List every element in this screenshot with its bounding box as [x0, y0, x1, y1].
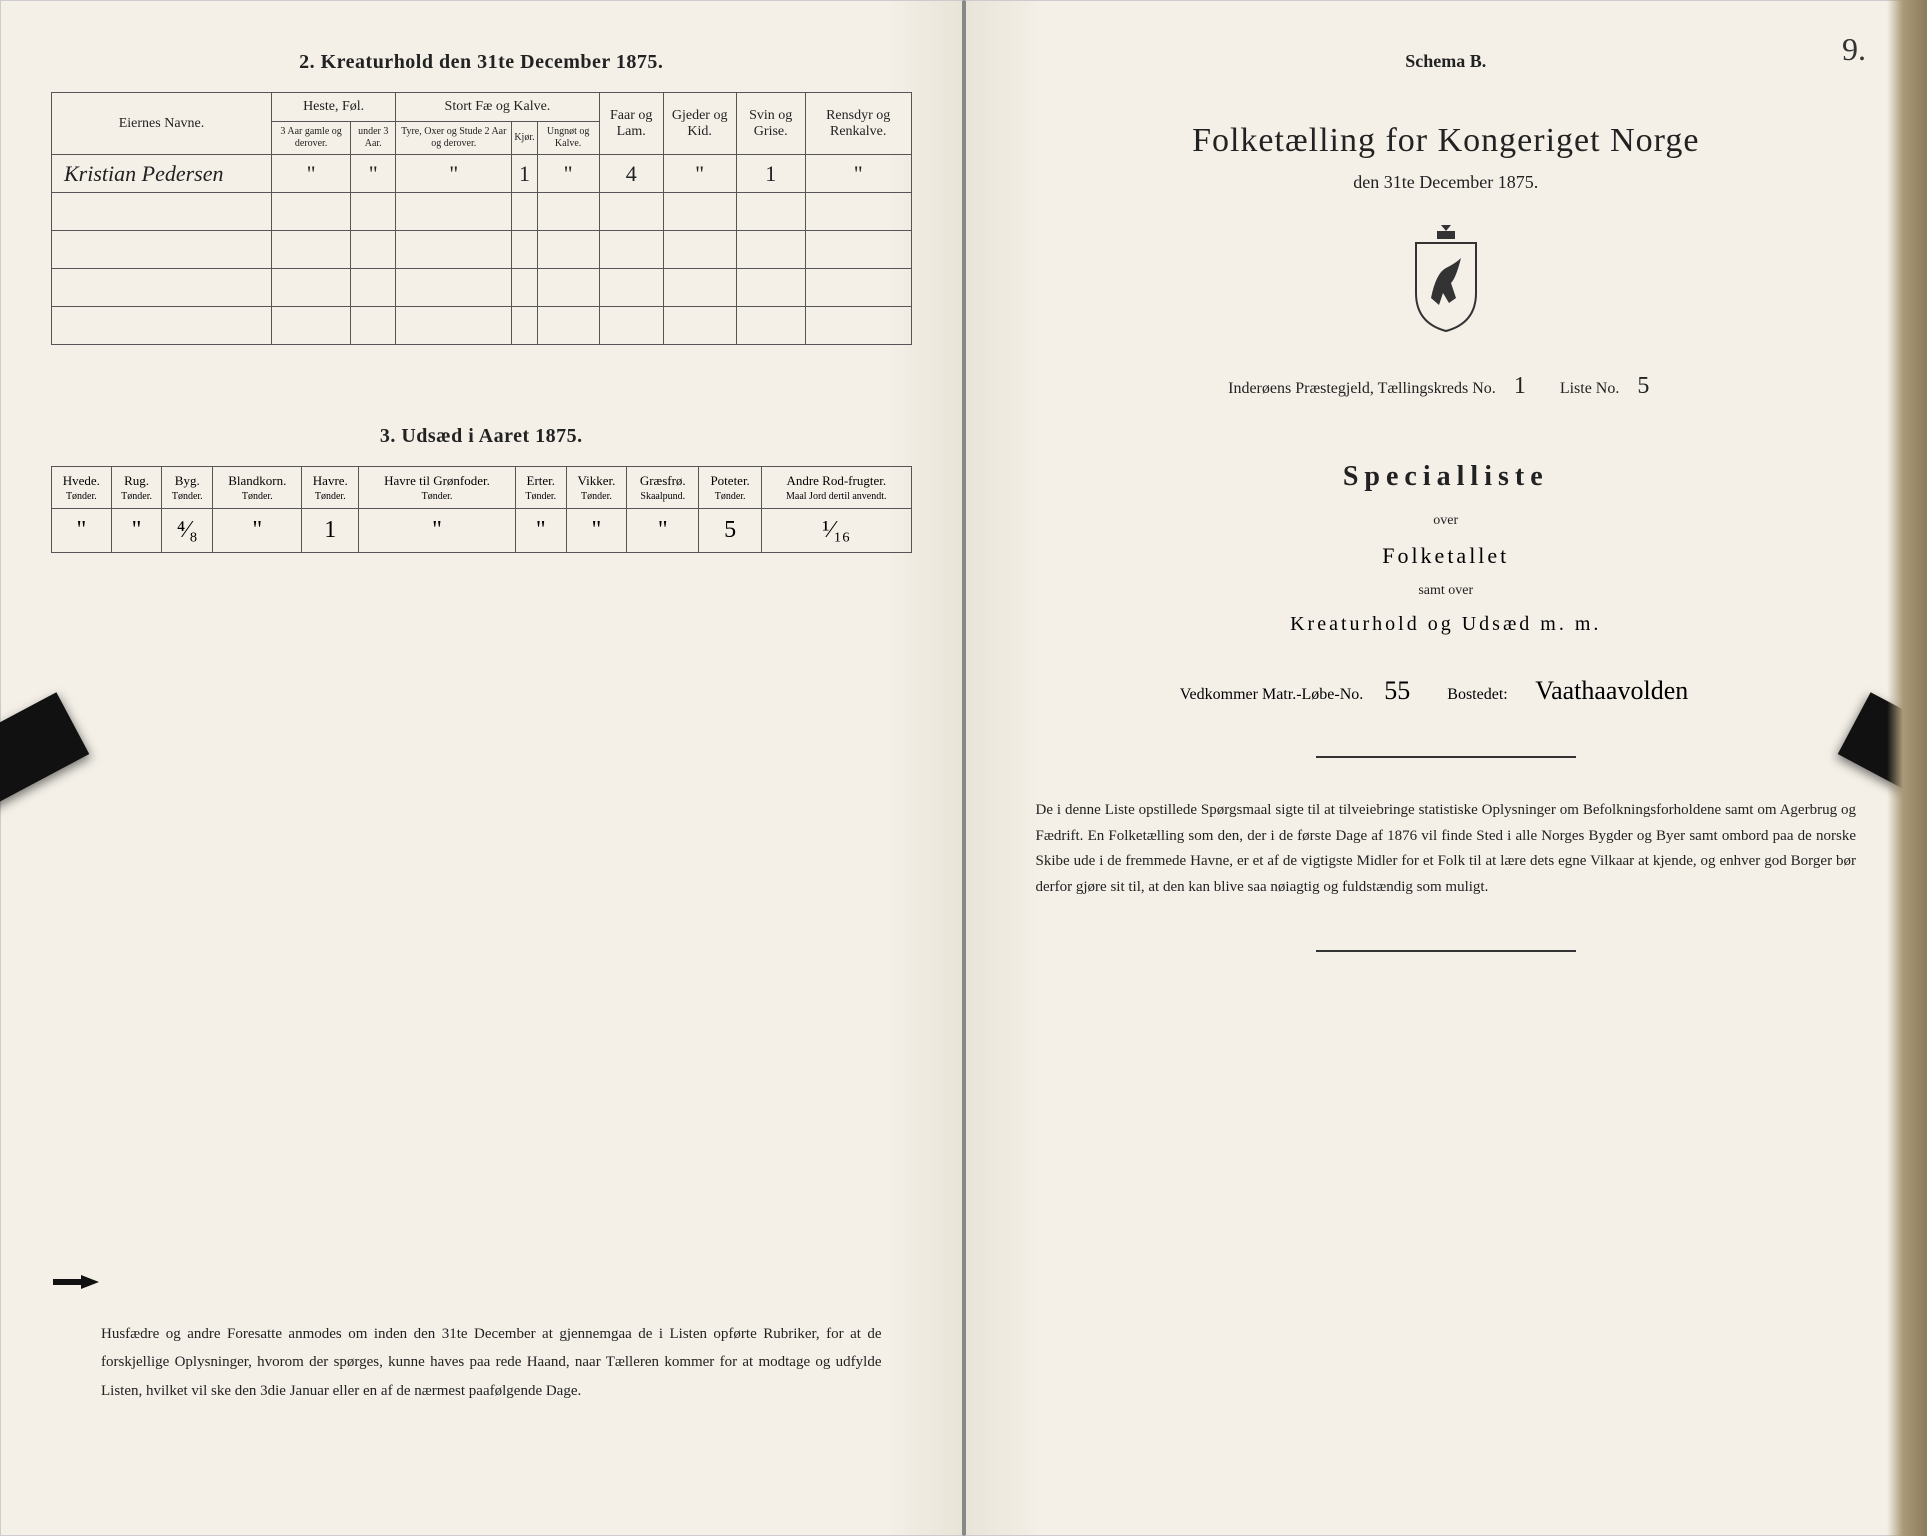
- page-number: 9.: [1842, 31, 1866, 68]
- liste-number: 5: [1623, 373, 1663, 401]
- udsaed-cell: ": [627, 509, 699, 553]
- table-row-empty: [52, 231, 912, 269]
- udsaed-cell: 5: [699, 509, 762, 553]
- cell: 1: [736, 155, 805, 193]
- district-number: 1: [1500, 373, 1540, 401]
- horizontal-rule: [1316, 950, 1576, 952]
- liste-label: Liste No.: [1560, 380, 1620, 397]
- col-group-stort: Stort Fæ og Kalve.: [396, 93, 599, 122]
- sub-stort-a: Tyre, Oxer og Stude 2 Aar og derover.: [396, 122, 512, 155]
- over-label: over: [1016, 513, 1877, 529]
- section2-title: 2. Kreaturhold den 31te December 1875.: [51, 51, 912, 74]
- cell: ": [537, 155, 599, 193]
- col-faar: Faar og Lam.: [599, 93, 663, 155]
- bosted-label: Bostedet:: [1447, 686, 1507, 703]
- archival-clip-left: [0, 692, 89, 820]
- instructions-paragraph: Husfædre og andre Foresatte anmodes om i…: [101, 1320, 882, 1406]
- specialliste-title: Specialliste: [1016, 461, 1877, 493]
- cell: 1: [512, 155, 537, 193]
- district-prefix: Inderøens Præstegjeld, Tællingskreds No.: [1228, 380, 1496, 397]
- sub-heste-a: 3 Aar gamle og derover.: [272, 122, 351, 155]
- horizontal-rule: [1316, 756, 1576, 758]
- udsaed-col-header: Havre.Tønder.: [302, 467, 359, 509]
- col-gjeder: Gjeder og Kid.: [663, 93, 736, 155]
- udsaed-col-header: Rug.Tønder.: [111, 467, 162, 509]
- udsaed-cell: ": [566, 509, 627, 553]
- left-page: 2. Kreaturhold den 31te December 1875. E…: [0, 0, 964, 1536]
- udsaed-col-header: Græsfrø.Skaalpund.: [627, 467, 699, 509]
- samt-over-label: samt over: [1016, 583, 1877, 599]
- owner-name-cell: Kristian Pedersen: [52, 155, 272, 193]
- table-row-empty: [52, 193, 912, 231]
- udsaed-col-header: Blandkorn.Tønder.: [213, 467, 302, 509]
- sub-stort-c: Ungnøt og Kalve.: [537, 122, 599, 155]
- col-rensdyr: Rensdyr og Renkalve.: [805, 93, 911, 155]
- udsaed-cell: ": [52, 509, 112, 553]
- col-group-heste: Heste, Føl.: [272, 93, 396, 122]
- section3-title: 3. Udsæd i Aaret 1875.: [51, 425, 912, 448]
- cell: ": [396, 155, 512, 193]
- udsaed-col-header: Vikker.Tønder.: [566, 467, 627, 509]
- udsaed-cell: ": [515, 509, 566, 553]
- pointing-hand-icon: [51, 1269, 101, 1295]
- folketallet-label: Folketallet: [1016, 543, 1877, 569]
- cell: ": [272, 155, 351, 193]
- table-row: ""⁴⁄₈"1""""5¹⁄₁₆: [52, 509, 912, 553]
- col-eiernes-navne: Eiernes Navne.: [52, 93, 272, 155]
- vedkommer-line: Vedkommer Matr.-Løbe-No. 55 Bostedet: Va…: [1016, 676, 1877, 706]
- udsaed-cell: 1: [302, 509, 359, 553]
- vedkommer-label: Vedkommer Matr.-Løbe-No.: [1180, 686, 1364, 703]
- matr-number: 55: [1367, 676, 1427, 706]
- coat-of-arms-icon: [1401, 223, 1491, 333]
- cell: ": [805, 155, 911, 193]
- col-svin: Svin og Grise.: [736, 93, 805, 155]
- table-row-empty: [52, 307, 912, 345]
- cell: ": [663, 155, 736, 193]
- udsaed-cell: ⁴⁄₈: [162, 509, 213, 553]
- table-row-empty: [52, 269, 912, 307]
- bosted-value: Vaathaavolden: [1512, 676, 1712, 706]
- udsaed-col-header: Poteter.Tønder.: [699, 467, 762, 509]
- district-line: Inderøens Præstegjeld, Tællingskreds No.…: [1016, 373, 1877, 401]
- udsaed-col-header: Hvede.Tønder.: [52, 467, 112, 509]
- table-row: Kristian Pedersen " " " 1 " 4 " 1 ": [52, 155, 912, 193]
- cell: 4: [599, 155, 663, 193]
- main-title: Folketælling for Kongeriget Norge: [1016, 122, 1877, 160]
- udsaed-col-header: Erter.Tønder.: [515, 467, 566, 509]
- book-spread: 2. Kreaturhold den 31te December 1875. E…: [0, 0, 1927, 1536]
- right-page: 9. Schema B. Folketælling for Kongeriget…: [964, 0, 1927, 1536]
- page-edge-right: [1887, 0, 1927, 1536]
- udsaed-cell: ": [359, 509, 516, 553]
- kreaturhold-line: Kreaturhold og Udsæd m. m.: [1016, 613, 1877, 636]
- purpose-paragraph: De i denne Liste opstillede Spørgsmaal s…: [1036, 798, 1857, 900]
- udsaed-col-header: Andre Rod-frugter.Maal Jord dertil anven…: [762, 467, 911, 509]
- udsaed-cell: ": [213, 509, 302, 553]
- udsaed-col-header: Havre til Grønfoder.Tønder.: [359, 467, 516, 509]
- udsaed-table: Hvede.Tønder.Rug.Tønder.Byg.Tønder.Bland…: [51, 466, 912, 553]
- sub-title: den 31te December 1875.: [1016, 172, 1877, 193]
- kreaturhold-table: Eiernes Navne. Heste, Føl. Stort Fæ og K…: [51, 92, 912, 345]
- schema-label: Schema B.: [1016, 51, 1877, 72]
- udsaed-col-header: Byg.Tønder.: [162, 467, 213, 509]
- cell: ": [351, 155, 396, 193]
- sub-heste-b: under 3 Aar.: [351, 122, 396, 155]
- udsaed-cell: ": [111, 509, 162, 553]
- sub-stort-b: Kjør.: [512, 122, 537, 155]
- udsaed-cell: ¹⁄₁₆: [762, 509, 911, 553]
